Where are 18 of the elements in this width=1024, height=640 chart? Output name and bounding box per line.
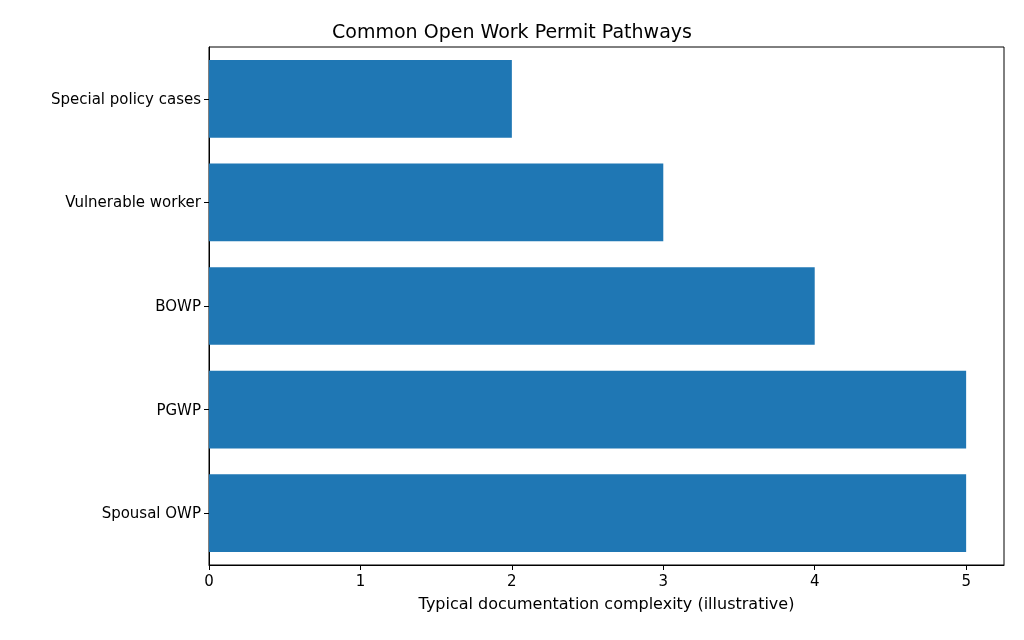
bar [209, 267, 815, 345]
x-tick-label: 0 [204, 571, 214, 590]
bar [209, 163, 664, 242]
bar [209, 59, 512, 138]
y-tick-label: Special policy cases [50, 89, 202, 108]
bar [209, 474, 967, 553]
x-tick-label: 3 [658, 571, 669, 590]
chart-title: Common Open Work Permit Pathways [332, 19, 692, 42]
x-axis-title: Typical documentation complexity (illustrative) [417, 593, 795, 613]
bar [209, 370, 967, 449]
y-tick-label: BOWP [155, 297, 201, 315]
y-tick-label: Spousal OWP [101, 504, 201, 523]
y-tick-label: PGWP [156, 400, 201, 419]
x-tick-label: 5 [961, 571, 971, 590]
x-tick-label: 4 [809, 571, 820, 590]
x-tick-label: 1 [355, 571, 366, 590]
y-tick-label: Vulnerable worker [65, 193, 202, 212]
x-tick-label: 2 [507, 571, 517, 590]
